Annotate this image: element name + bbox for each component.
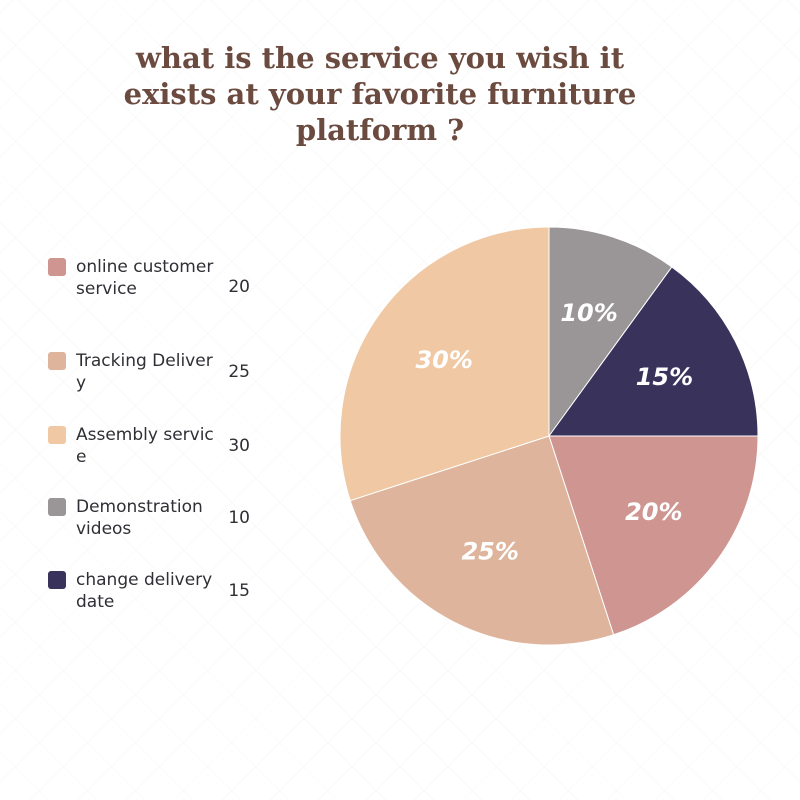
slice-label: 30%	[415, 346, 472, 374]
legend-value: 15	[228, 581, 250, 601]
slice-label: 25%	[461, 537, 518, 565]
legend-label: Assembly service	[76, 425, 214, 467]
legend-value: 20	[228, 277, 250, 297]
legend-value: 25	[228, 362, 250, 382]
legend-label: Demonstration videos	[76, 497, 203, 539]
pie-slice-demonstration-videos	[548, 226, 673, 438]
pie-slice-assembly-service	[339, 226, 550, 502]
legend-label: online customer service	[76, 257, 214, 299]
pie-slice-change-delivery-date	[548, 266, 759, 437]
slice-label: 10%	[560, 299, 617, 327]
legend-swatch	[48, 498, 66, 516]
legend-label: Tracking Delivery	[76, 351, 213, 393]
legend-swatch	[48, 571, 66, 589]
legend-label: change delivery date	[76, 570, 213, 612]
pie-slice-online-customer-service	[548, 435, 759, 636]
legend-swatch	[48, 258, 66, 276]
legend-swatch	[48, 426, 66, 444]
legend-value: 10	[228, 508, 250, 528]
pie-slice-tracking-delivery	[349, 435, 615, 646]
legend: online customer service 20 Tracking Deli…	[0, 0, 300, 800]
slice-label: 20%	[625, 498, 682, 526]
slice-label: 15%	[636, 363, 693, 391]
legend-swatch	[48, 352, 66, 370]
legend-value: 30	[228, 436, 250, 456]
chart-title: what is the service you wish it exists a…	[123, 41, 637, 147]
